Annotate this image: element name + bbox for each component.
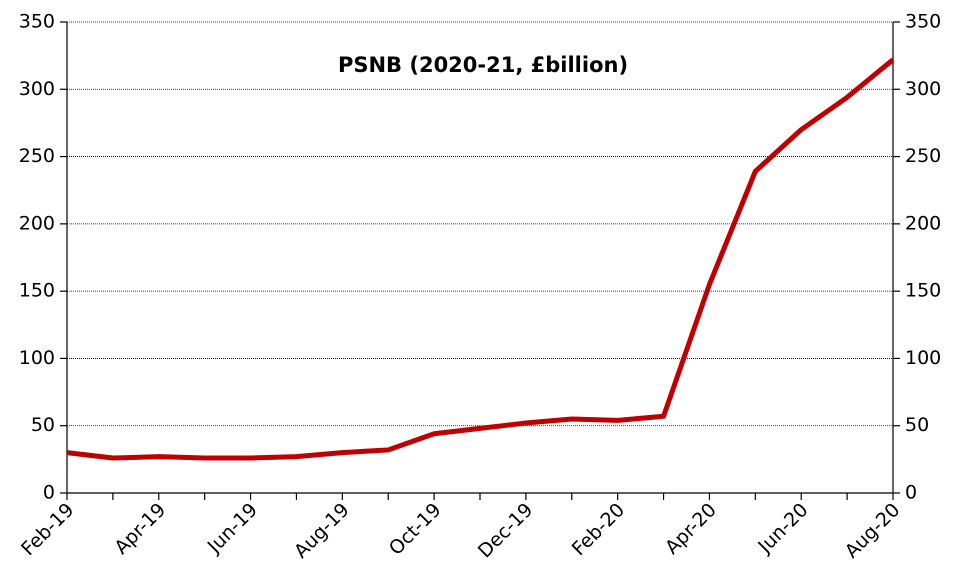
y-tick-label: 350 <box>19 11 55 33</box>
chart-title: PSNB (2020-21, £billion) <box>338 53 628 77</box>
y2-tick-label: 100 <box>905 347 941 369</box>
x-tick-label: Dec-19 <box>474 499 538 563</box>
y-tick-label: 150 <box>19 280 55 302</box>
y-tick-label: 100 <box>19 347 55 369</box>
x-tick-label: Feb-20 <box>568 499 629 560</box>
x-tick-label: Aug-19 <box>290 499 354 563</box>
line <box>66 57 895 461</box>
y2-tick-label: 350 <box>905 11 941 33</box>
y-tick-label: 200 <box>19 212 55 234</box>
y-tick-label: 250 <box>19 145 55 167</box>
x-tick-label: Aug-20 <box>841 499 905 563</box>
y2-tick-label: 0 <box>905 482 917 504</box>
y2-tick-label: 250 <box>905 145 941 167</box>
y2-tick-label: 200 <box>905 212 941 234</box>
y-tick-label: 300 <box>19 78 55 100</box>
x-tick-label: Apr-19 <box>110 499 170 559</box>
x-tick-label: Jun-19 <box>203 499 262 558</box>
y-tick-label: 50 <box>31 414 55 436</box>
y2-tick-label: 150 <box>905 280 941 302</box>
y-tick-label: 0 <box>43 482 55 504</box>
x-tick-label: Feb-19 <box>17 499 78 560</box>
y2-tick-label: 50 <box>905 414 929 436</box>
y2-tick-label: 300 <box>905 78 941 100</box>
x-tick-label: Oct-19 <box>385 499 446 560</box>
x-tick-label: Apr-20 <box>661 499 721 559</box>
x-tick-label: Jun-20 <box>753 499 812 558</box>
